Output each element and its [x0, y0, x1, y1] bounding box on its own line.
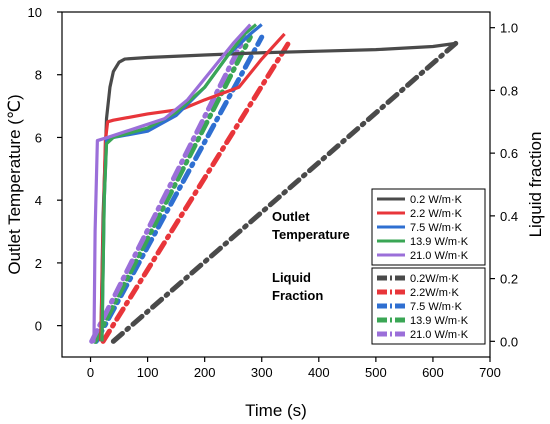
y-right-tick-label: 0.4 [500, 209, 518, 224]
legend-label: 2.2W/m·K [410, 287, 460, 299]
legend-label: 7.5 W/m·K [410, 222, 463, 234]
y-right-tick-label: 0.0 [500, 334, 518, 349]
y-left-tick-label: 10 [28, 5, 42, 20]
liquid-fraction-line [100, 37, 293, 344]
x-tick-label: 700 [479, 365, 501, 380]
x-tick-label: 400 [308, 365, 330, 380]
y-left-tick-label: 0 [35, 319, 42, 334]
y-axis-right-title: Liquid fraction [526, 132, 545, 238]
annotation-group: Outlet Temperature Liquid Fraction [272, 209, 350, 303]
series-group [89, 23, 459, 344]
x-tick-label: 100 [137, 365, 159, 380]
y-left-tick-label: 2 [35, 256, 42, 271]
y-left-tick-label: 8 [35, 68, 42, 83]
x-tick-label: 600 [422, 365, 444, 380]
temperature-line [99, 41, 456, 342]
legend-label: 0.2 W/m·K [410, 194, 463, 206]
annotation-temperature: Outlet [272, 209, 310, 224]
y-right-tick-label: 0.8 [500, 83, 518, 98]
liquid-fraction-line [92, 34, 253, 344]
plot-frame [61, 11, 491, 358]
y-axis-left-title: Outlet Temperature (℃) [5, 94, 24, 274]
y-right-tick-label: 0.2 [500, 272, 518, 287]
temperature-line [91, 23, 252, 343]
legend-label: 13.9 W/m·K [410, 236, 469, 248]
x-tick-label: 300 [251, 365, 273, 380]
x-tick-label: 500 [365, 365, 387, 380]
axes-group: 0 100 200 300 400 500 600 700 0 2 4 6 8 10 0.0 0.2 0.4 0.… [28, 5, 519, 380]
y-right-tick-label: 1.0 [500, 21, 518, 36]
temperature-line [99, 32, 286, 342]
x-tick-label: 200 [194, 365, 216, 380]
legend-label: 13.9 W/m·K [410, 315, 469, 327]
x-tick-label: 0 [87, 365, 94, 380]
legend-label: 7.5 W/m·K [410, 301, 463, 313]
liquid-fraction-line [89, 34, 248, 344]
legend-group: 0.2 W/m·K 2.2 W/m·K 7.5 W/m·K 13.9 W/m·K 21.… [371, 188, 486, 345]
legend-label: 2.2 W/m·K [410, 208, 463, 220]
legend-label: 0.2W/m·K [410, 273, 460, 285]
y-left-tick-label: 4 [35, 193, 42, 208]
y-left-tick-label: 6 [35, 130, 42, 145]
y-right-tick-label: 0.6 [500, 146, 518, 161]
annotation-liquid: Fraction [272, 288, 323, 303]
annotation-liquid: Liquid [272, 270, 311, 285]
liquid-fraction-line [110, 40, 459, 344]
x-axis-title: Time (s) [245, 401, 307, 420]
legend-label: 21.0 W/m·K [410, 250, 469, 262]
legend-label: 21.0 W/m·K [410, 329, 469, 341]
annotation-temperature: Temperature [272, 227, 350, 242]
